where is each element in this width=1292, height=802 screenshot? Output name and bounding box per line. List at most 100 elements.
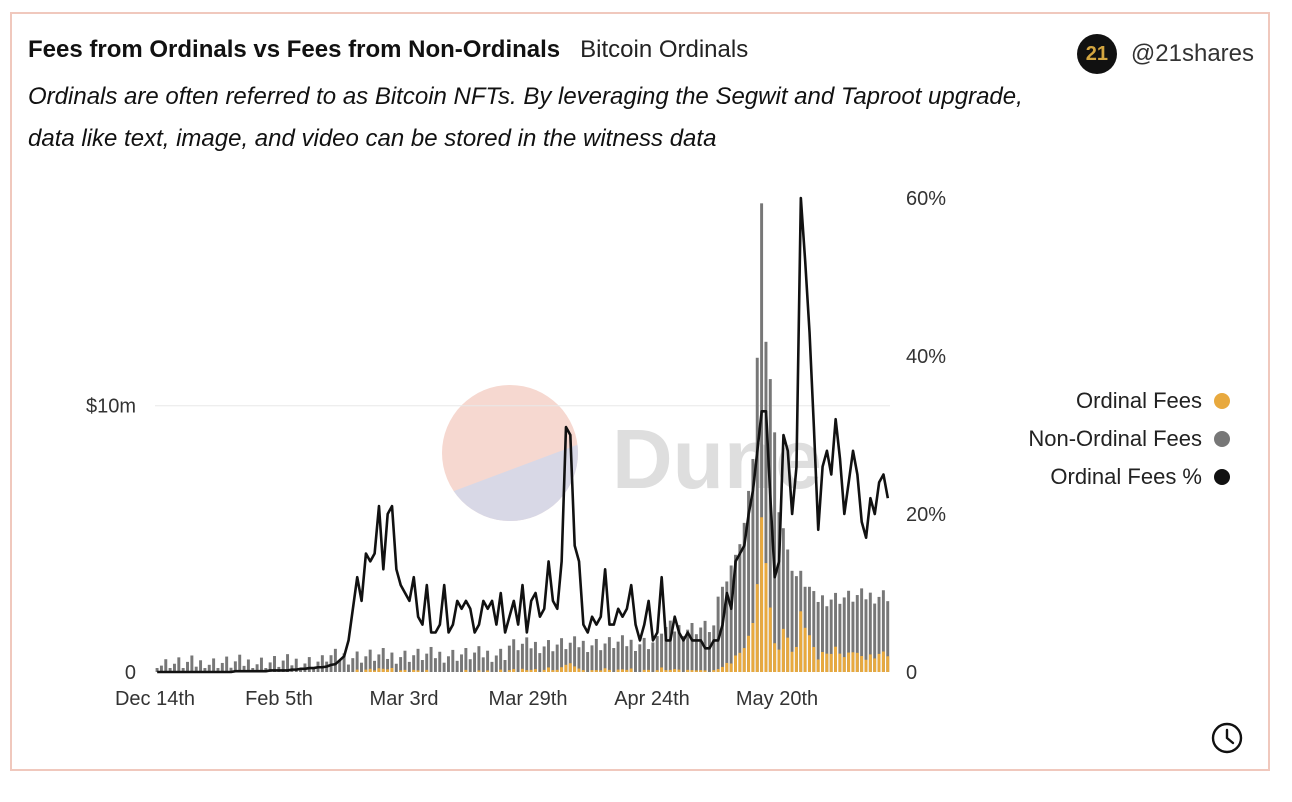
bar-non-ordinal-fees[interactable] (529, 648, 533, 672)
bar-ordinal-fees[interactable] (747, 635, 751, 672)
bar-non-ordinal-fees[interactable] (686, 629, 690, 672)
bar-ordinal-fees[interactable] (547, 667, 550, 672)
bar-non-ordinal-fees[interactable] (829, 599, 833, 672)
bar-ordinal-fees[interactable] (533, 669, 537, 672)
bar-ordinal-fees[interactable] (773, 643, 777, 672)
bar-non-ordinal-fees[interactable] (377, 654, 381, 672)
bar-non-ordinal-fees[interactable] (455, 660, 459, 672)
legend-item-ordinal-fees[interactable]: Ordinal Fees (1028, 382, 1230, 420)
bar-non-ordinal-fees[interactable] (159, 665, 163, 672)
bar-ordinal-fees[interactable] (603, 668, 607, 672)
bar-ordinal-fees[interactable] (868, 654, 872, 672)
bar-non-ordinal-fees[interactable] (712, 625, 716, 672)
bar-non-ordinal-fees[interactable] (442, 662, 446, 672)
bar-non-ordinal-fees[interactable] (742, 522, 746, 672)
bar-non-ordinal-fees[interactable] (312, 668, 316, 672)
bar-non-ordinal-fees[interactable] (707, 632, 711, 672)
bar-ordinal-fees[interactable] (594, 670, 598, 672)
bar-ordinal-fees[interactable] (777, 649, 781, 672)
bar-non-ordinal-fees[interactable] (642, 637, 646, 672)
bar-non-ordinal-fees[interactable] (520, 643, 524, 672)
bar-non-ordinal-fees[interactable] (407, 661, 411, 672)
bar-non-ordinal-fees[interactable] (381, 648, 385, 672)
bar-ordinal-fees[interactable] (668, 669, 672, 672)
bar-ordinal-fees[interactable] (686, 669, 690, 672)
bar-ordinal-fees[interactable] (838, 653, 842, 672)
bar-ordinal-fees[interactable] (590, 670, 594, 672)
bar-non-ordinal-fees[interactable] (468, 659, 472, 672)
bar-non-ordinal-fees[interactable] (625, 646, 629, 672)
bar-non-ordinal-fees[interactable] (638, 644, 642, 672)
bar-non-ordinal-fees[interactable] (494, 655, 498, 672)
bar-non-ordinal-fees[interactable] (212, 658, 216, 672)
bar-non-ordinal-fees[interactable] (855, 595, 859, 672)
bar-non-ordinal-fees[interactable] (664, 627, 668, 672)
bar-non-ordinal-fees[interactable] (807, 586, 811, 672)
bar-non-ordinal-fees[interactable] (360, 662, 363, 672)
bar-non-ordinal-fees[interactable] (429, 646, 433, 672)
bar-non-ordinal-fees[interactable] (586, 652, 590, 672)
bar-non-ordinal-fees[interactable] (477, 646, 481, 672)
bar-ordinal-fees[interactable] (386, 669, 390, 672)
bar-non-ordinal-fees[interactable] (499, 648, 503, 672)
clock-icon[interactable] (1210, 721, 1244, 755)
bar-non-ordinal-fees[interactable] (355, 651, 359, 673)
bar-ordinal-fees[interactable] (716, 669, 720, 672)
bar-ordinal-fees[interactable] (416, 670, 420, 672)
bar-ordinal-fees[interactable] (712, 670, 716, 672)
bar-non-ordinal-fees[interactable] (577, 647, 581, 672)
bar-non-ordinal-fees[interactable] (481, 657, 485, 672)
bar-ordinal-fees[interactable] (807, 635, 811, 672)
bar-ordinal-fees[interactable] (381, 668, 385, 672)
bar-ordinal-fees[interactable] (734, 655, 737, 672)
bar-ordinal-fees[interactable] (751, 623, 755, 672)
bar-non-ordinal-fees[interactable] (725, 581, 729, 672)
bar-non-ordinal-fees[interactable] (403, 650, 407, 672)
bar-ordinal-fees[interactable] (720, 666, 724, 672)
bar-non-ordinal-fees[interactable] (394, 663, 398, 672)
bar-non-ordinal-fees[interactable] (816, 601, 820, 672)
bar-non-ordinal-fees[interactable] (351, 658, 355, 672)
bar-non-ordinal-fees[interactable] (390, 652, 394, 672)
bar-ordinal-fees[interactable] (781, 628, 785, 672)
bar-non-ordinal-fees[interactable] (851, 601, 855, 672)
bar-non-ordinal-fees[interactable] (660, 633, 664, 672)
bar-non-ordinal-fees[interactable] (551, 651, 555, 672)
bar-ordinal-fees[interactable] (673, 669, 677, 672)
bar-non-ordinal-fees[interactable] (764, 341, 768, 672)
bar-non-ordinal-fees[interactable] (677, 625, 681, 672)
bar-non-ordinal-fees[interactable] (233, 661, 237, 672)
bar-ordinal-fees[interactable] (607, 669, 611, 672)
bar-non-ordinal-fees[interactable] (760, 203, 764, 672)
bar-ordinal-fees[interactable] (512, 669, 516, 672)
bar-non-ordinal-fees[interactable] (307, 657, 311, 672)
bar-non-ordinal-fees[interactable] (438, 651, 442, 672)
bar-non-ordinal-fees[interactable] (794, 576, 798, 672)
bar-ordinal-fees[interactable] (373, 670, 377, 672)
bar-ordinal-fees[interactable] (486, 670, 490, 672)
bar-non-ordinal-fees[interactable] (547, 640, 550, 672)
bar-non-ordinal-fees[interactable] (838, 603, 842, 672)
bar-ordinal-fees[interactable] (790, 651, 794, 672)
bar-non-ordinal-fees[interactable] (333, 648, 337, 672)
bar-ordinal-fees[interactable] (573, 666, 577, 672)
legend-item-non-ordinal-fees[interactable]: Non-Ordinal Fees (1028, 420, 1230, 458)
bar-non-ordinal-fees[interactable] (399, 657, 403, 672)
bar-non-ordinal-fees[interactable] (873, 603, 877, 672)
bar-non-ordinal-fees[interactable] (420, 660, 424, 672)
bar-non-ordinal-fees[interactable] (320, 655, 324, 672)
bar-ordinal-fees[interactable] (842, 657, 846, 672)
bar-non-ordinal-fees[interactable] (512, 639, 516, 672)
bar-non-ordinal-fees[interactable] (338, 660, 342, 672)
bar-ordinal-fees[interactable] (642, 669, 646, 672)
bar-non-ordinal-fees[interactable] (168, 668, 172, 672)
bar-ordinal-fees[interactable] (677, 669, 681, 672)
bar-ordinal-fees[interactable] (873, 658, 877, 672)
bar-non-ordinal-fees[interactable] (560, 638, 564, 672)
bar-ordinal-fees[interactable] (886, 656, 890, 672)
bar-ordinal-fees[interactable] (560, 667, 564, 672)
bar-non-ordinal-fees[interactable] (286, 654, 290, 672)
bar-non-ordinal-fees[interactable] (555, 644, 559, 672)
bar-non-ordinal-fees[interactable] (255, 664, 259, 672)
bar-non-ordinal-fees[interactable] (490, 661, 494, 672)
